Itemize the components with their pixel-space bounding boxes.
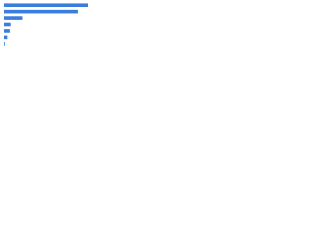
bar	[4, 41, 5, 46]
page: (() => { const data = JSON.parse(documen…	[0, 0, 320, 71]
bar	[4, 9, 78, 14]
chart	[0, 0, 100, 71]
bar	[4, 3, 88, 8]
bar	[4, 29, 10, 33]
bar	[4, 35, 8, 40]
bar	[4, 22, 11, 27]
bar	[4, 16, 23, 20]
